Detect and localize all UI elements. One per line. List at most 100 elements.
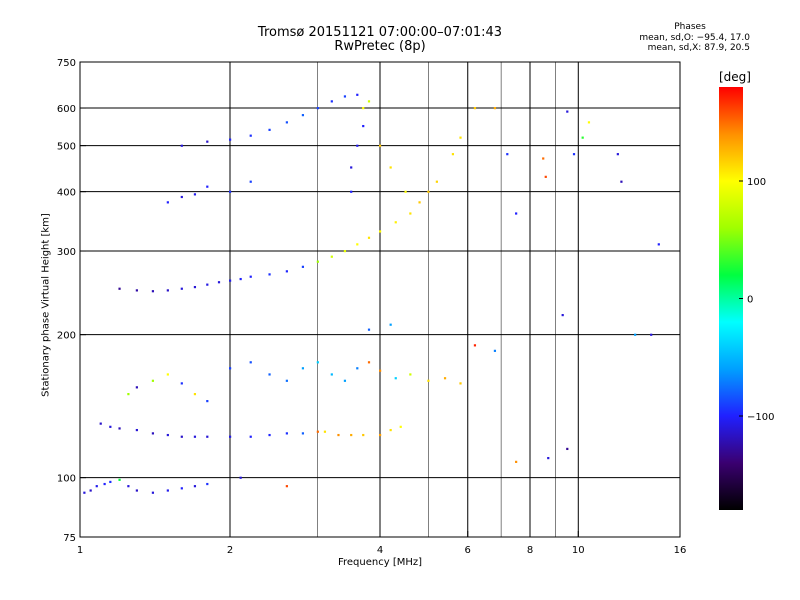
y-tick-label: 750 [57, 58, 76, 69]
data-point [459, 136, 462, 139]
data-point [394, 377, 397, 380]
phase-statistics: Phases mean, sd,O: −95.4, 17.0 mean, sd,… [600, 22, 750, 54]
data-point [356, 243, 359, 246]
data-point [389, 166, 392, 169]
data-point [180, 144, 183, 147]
data-point [249, 180, 252, 183]
data-point [459, 382, 462, 385]
data-point [180, 287, 183, 290]
x-tick-label: 6 [465, 545, 471, 556]
data-point [561, 314, 564, 317]
data-point [566, 110, 569, 113]
x-tick-label: 16 [674, 545, 687, 556]
data-point [151, 491, 155, 494]
data-point [356, 367, 359, 370]
data-point [542, 157, 545, 160]
data-point [206, 435, 209, 438]
data-point [229, 435, 232, 438]
data-point [285, 270, 288, 273]
data-point [367, 361, 371, 364]
data-point [473, 344, 477, 347]
data-point [151, 379, 155, 382]
data-point [249, 134, 252, 137]
data-point [103, 482, 106, 486]
data-point [135, 428, 138, 432]
stats-o-mode: mean, sd,O: −95.4, 17.0 [639, 32, 750, 43]
data-point [343, 250, 347, 253]
data-point [285, 121, 288, 124]
data-point [193, 285, 197, 289]
data-point [379, 369, 382, 372]
data-point [356, 144, 359, 147]
data-point [379, 230, 382, 233]
data-point [127, 393, 130, 396]
data-point [193, 393, 197, 396]
data-point [151, 432, 155, 435]
data-point [330, 255, 333, 258]
data-point [285, 432, 288, 435]
data-point [657, 243, 660, 246]
data-point [506, 153, 509, 156]
data-point [515, 212, 518, 215]
data-point [180, 195, 183, 199]
chart-title: Tromsø 20151121 07:00:00–07:01:43 [257, 25, 503, 40]
data-point [127, 485, 130, 488]
data-point [180, 487, 183, 490]
scatter-points [83, 93, 660, 494]
data-point [323, 430, 327, 433]
data-point [330, 100, 333, 103]
x-tick-label: 2 [227, 545, 233, 556]
data-point [435, 180, 438, 183]
data-point [118, 478, 121, 481]
data-point [180, 382, 183, 385]
x-axis-ticks: 1 2 4 6 8 10 16 [77, 531, 687, 556]
data-point [379, 144, 382, 147]
data-point [206, 283, 209, 286]
data-point [443, 377, 447, 380]
data-point [135, 386, 138, 389]
chart-subtitle: RwPretec (8p) [334, 39, 426, 54]
data-point [151, 290, 155, 293]
data-point [367, 328, 371, 331]
data-point [620, 180, 623, 183]
data-point [343, 95, 347, 98]
data-point [367, 100, 371, 103]
data-point [427, 379, 430, 382]
data-point [316, 107, 319, 110]
data-point [389, 428, 392, 432]
data-point [389, 323, 392, 326]
data-point [166, 433, 169, 437]
data-point [493, 349, 497, 352]
data-point [409, 212, 412, 215]
data-point [95, 485, 98, 488]
data-point [362, 107, 365, 110]
data-point [229, 279, 232, 282]
colorbar-tick-label: −100 [747, 412, 774, 423]
y-axis-label: Stationary phase Virtual Height [km] [40, 213, 52, 397]
x-tick-label: 8 [527, 545, 533, 556]
data-point [350, 190, 353, 193]
data-point [616, 153, 619, 156]
data-point [379, 433, 382, 437]
colorbar-tick-label: 100 [747, 177, 766, 188]
x-tick-label: 4 [377, 545, 383, 556]
x-tick-label: 1 [77, 545, 83, 556]
data-point [89, 489, 92, 492]
data-point [229, 367, 232, 370]
data-point [229, 190, 232, 193]
data-point [634, 333, 637, 336]
data-point [268, 273, 271, 276]
data-point [404, 190, 407, 193]
data-point [285, 379, 288, 382]
data-point [206, 140, 209, 143]
data-point [180, 435, 183, 438]
data-point [587, 121, 591, 124]
data-point [239, 277, 242, 281]
data-point [249, 275, 252, 278]
data-point [229, 138, 232, 141]
y-tick-label: 100 [57, 474, 76, 485]
data-point [99, 422, 102, 425]
data-point [217, 281, 221, 284]
data-point [83, 491, 86, 494]
colorbar-ticks: 100 0 −100 [739, 177, 774, 423]
